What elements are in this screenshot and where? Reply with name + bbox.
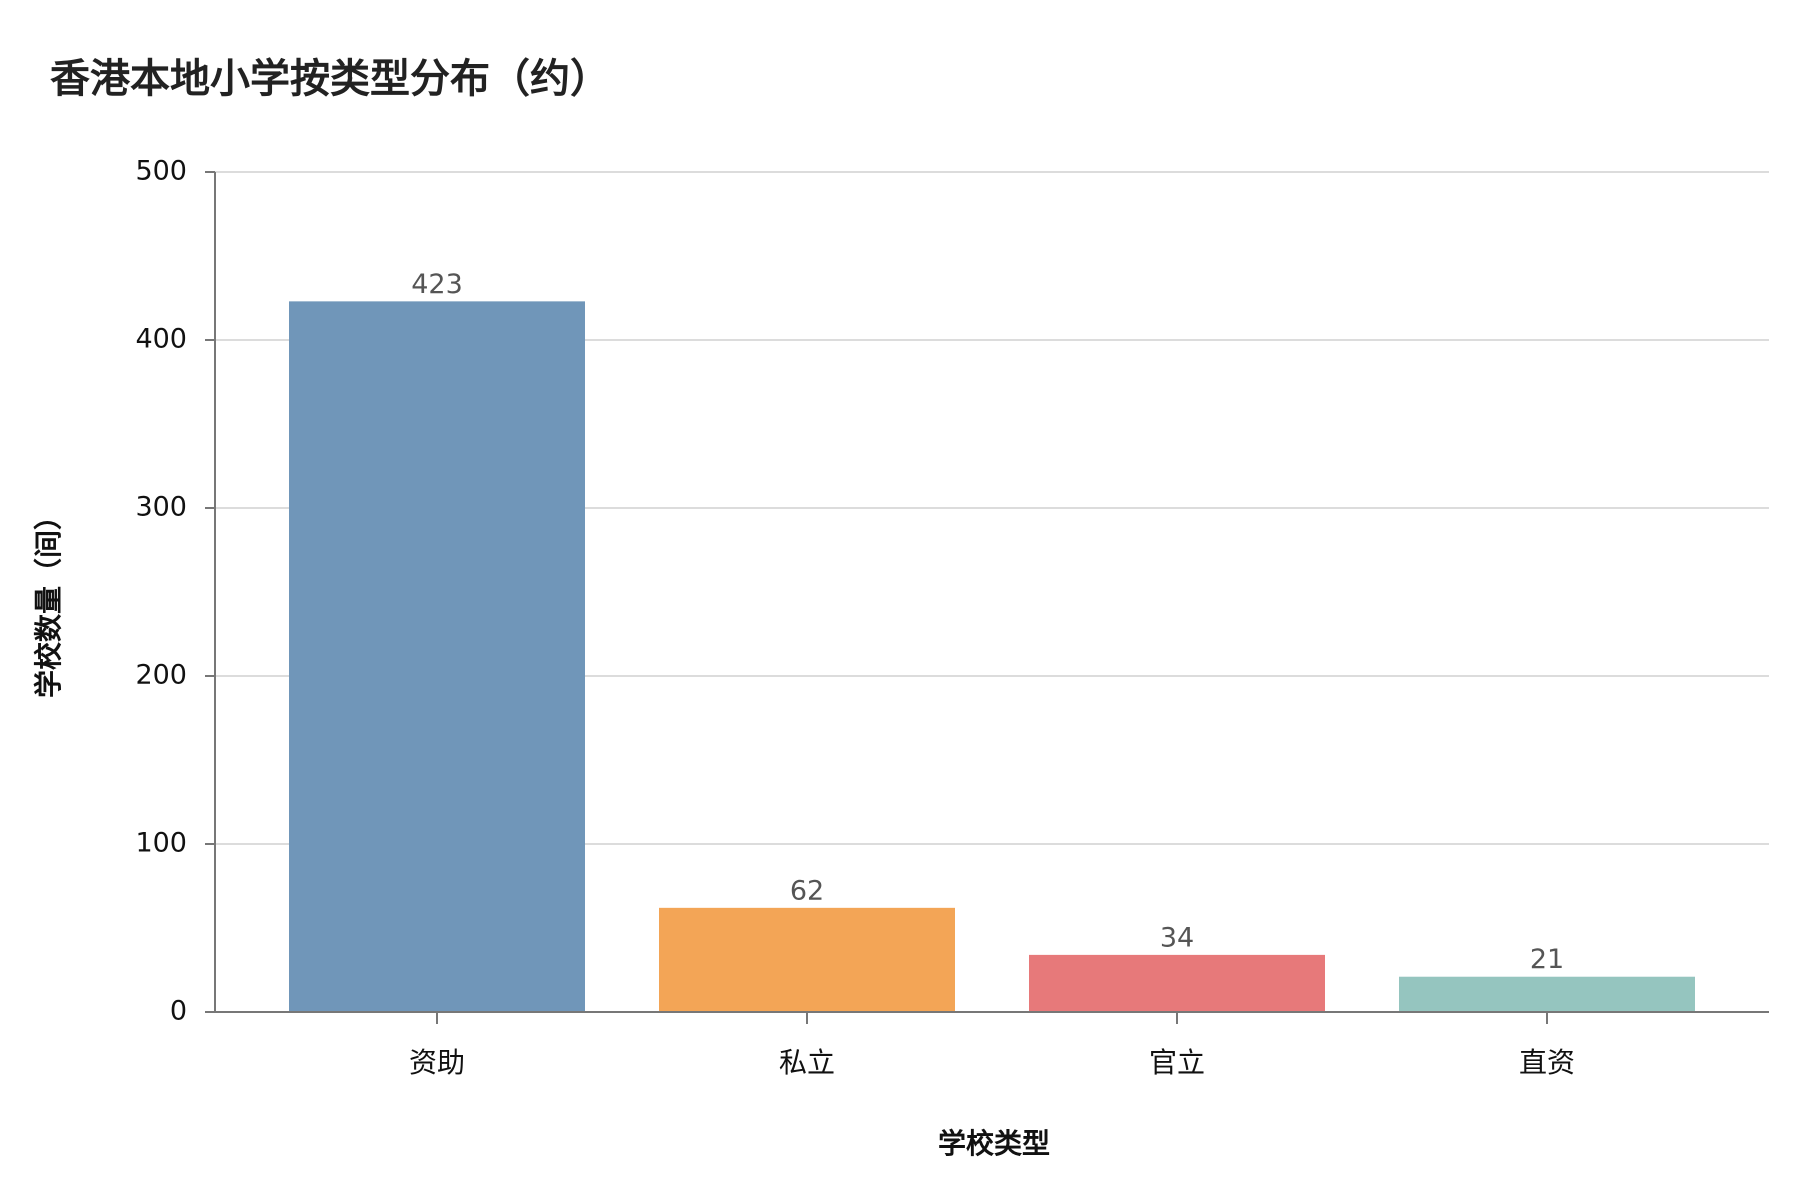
x-tick-label: 私立 [779,1046,835,1079]
x-axis-label: 学校类型 [938,1127,1050,1160]
bar [289,301,585,1012]
value-label: 62 [790,875,824,906]
y-tick-label: 500 [135,156,187,187]
y-axis-label: 学校数量（间） [32,502,65,698]
bar [659,907,955,1012]
x-tick-label: 直资 [1519,1046,1575,1079]
y-tick-label: 100 [135,828,187,859]
bar [1399,976,1695,1012]
bar [1029,954,1325,1012]
x-tick-label: 资助 [409,1046,465,1079]
x-tick-label: 官立 [1149,1046,1205,1079]
value-label: 34 [1160,922,1194,953]
value-label: 423 [411,269,463,300]
y-tick-label: 200 [135,660,187,691]
y-tick-label: 300 [135,492,187,523]
value-label: 21 [1530,944,1564,975]
chart-title: 香港本地小学按类型分布（约） [50,56,610,102]
y-tick-label: 400 [135,324,187,355]
y-tick-label: 0 [170,996,187,1027]
